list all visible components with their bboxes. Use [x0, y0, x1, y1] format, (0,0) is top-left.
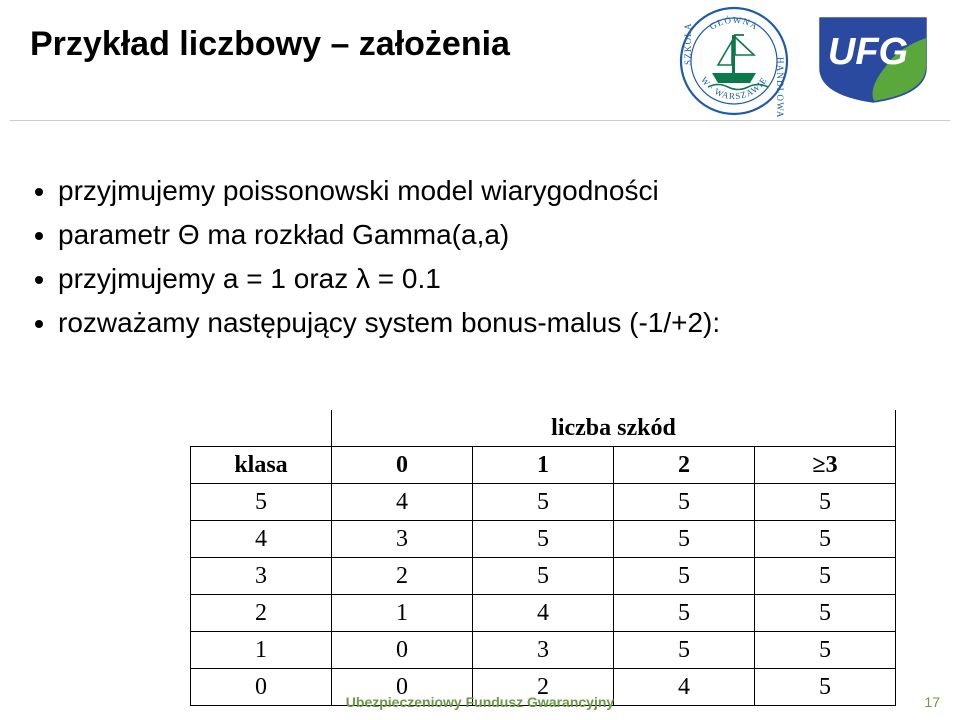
table-cell: 3 — [332, 521, 473, 558]
table-cell: 5 — [473, 521, 614, 558]
table-cell: 5 — [755, 595, 896, 632]
slide-title: Przykład liczbowy – założenia — [30, 25, 510, 64]
ufg-logo-icon: UFG — [808, 8, 938, 108]
table-col-header: 1 — [473, 447, 614, 484]
table-row: 1 0 3 5 5 — [191, 632, 896, 669]
table-row: 2 1 4 5 5 — [191, 595, 896, 632]
table-cell: 5 — [755, 632, 896, 669]
table-cell: 5 — [755, 521, 896, 558]
table-row: 5 4 5 5 5 — [191, 484, 896, 521]
bullet-item: przyjmujemy a = 1 oraz λ = 0.1 — [58, 258, 920, 300]
table-cell: 2 — [191, 595, 332, 632]
table-cell: 0 — [332, 632, 473, 669]
table-cell: 4 — [332, 484, 473, 521]
table-cell: 5 — [614, 632, 755, 669]
table-row: 3 2 5 5 5 — [191, 558, 896, 595]
table-blank-cell — [191, 410, 332, 447]
table-col-header: 2 — [614, 447, 755, 484]
bonus-malus-table: liczba szkód klasa 0 1 2 ≥3 5 4 5 5 5 4 … — [190, 410, 896, 706]
divider — [10, 120, 950, 121]
svg-text:HANDLOWA: HANDLOWA — [775, 57, 785, 117]
footer-text: Ubezpieczeniowy Fundusz Gwarancyjny — [0, 694, 960, 710]
table-cell: 5 — [755, 558, 896, 595]
table-cell: 5 — [614, 484, 755, 521]
table-cell: 5 — [614, 558, 755, 595]
table-cell: 5 — [473, 484, 614, 521]
table-col-header: 0 — [332, 447, 473, 484]
bullet-item: rozważamy następujący system bonus-malus… — [58, 302, 920, 344]
table-cell: 3 — [191, 558, 332, 595]
table-cell: 2 — [332, 558, 473, 595]
bullet-item: parametr Θ ma rozkład Gamma(a,a) — [58, 214, 920, 256]
sgh-logo-icon: GŁÓWNA W · WARSZAWIE SZKOŁA HANDLOWA — [678, 5, 790, 117]
table-cell: 1 — [332, 595, 473, 632]
ufg-logo-text: UFG — [828, 31, 908, 73]
table-header-caption: liczba szkód — [332, 410, 896, 447]
bullet-item: przyjmujemy poissonowski model wiarygodn… — [58, 170, 920, 212]
table-cell: 4 — [473, 595, 614, 632]
table-col-header: ≥3 — [755, 447, 896, 484]
table-cell: 5 — [473, 558, 614, 595]
bullet-list: przyjmujemy poissonowski model wiarygodn… — [30, 170, 920, 346]
table-cell: 3 — [473, 632, 614, 669]
table-cell: 5 — [614, 595, 755, 632]
table-cell: 5 — [614, 521, 755, 558]
table-cell: 1 — [191, 632, 332, 669]
svg-text:SZKOŁA: SZKOŁA — [683, 22, 693, 65]
page-number: 17 — [924, 694, 940, 710]
table-corner: klasa — [191, 447, 332, 484]
table-row: 4 3 5 5 5 — [191, 521, 896, 558]
table-cell: 5 — [191, 484, 332, 521]
table-cell: 4 — [191, 521, 332, 558]
svg-text:GŁÓWNA: GŁÓWNA — [708, 15, 760, 32]
table-cell: 5 — [755, 484, 896, 521]
